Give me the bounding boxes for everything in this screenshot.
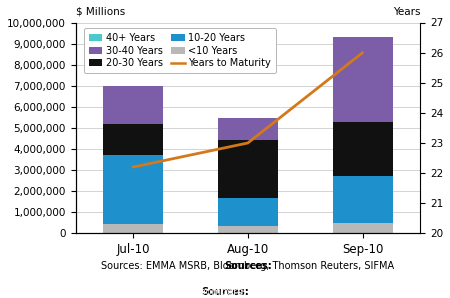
Bar [218, 226, 278, 233]
Text: Sources:: Sources: [201, 286, 249, 297]
Text: Sources:: Sources: [224, 261, 272, 271]
Text: $ Millions: $ Millions [76, 7, 125, 17]
Legend: 40+ Years, 30-40 Years, 20-30 Years, 10-20 Years, <10 Years, Years to Maturity: 40+ Years, 30-40 Years, 20-30 Years, 10-… [84, 28, 276, 73]
Bar [103, 224, 163, 233]
Bar [333, 176, 392, 223]
Text: Years: Years [392, 7, 420, 17]
Bar [218, 198, 278, 226]
Bar [103, 155, 163, 224]
Bar [333, 223, 392, 233]
Bar [218, 139, 278, 198]
Text: Sources: EMMA MSRB, Bloomberg, Thomson Reuters, SIFMA: Sources: EMMA MSRB, Bloomberg, Thomson R… [78, 286, 372, 297]
Bar [218, 118, 278, 139]
Bar [103, 86, 163, 124]
Bar [333, 122, 392, 176]
Bar [103, 124, 163, 155]
Bar [333, 37, 392, 122]
Text: Sources: EMMA MSRB, Bloomberg, Thomson Reuters, SIFMA: Sources: EMMA MSRB, Bloomberg, Thomson R… [101, 261, 394, 271]
